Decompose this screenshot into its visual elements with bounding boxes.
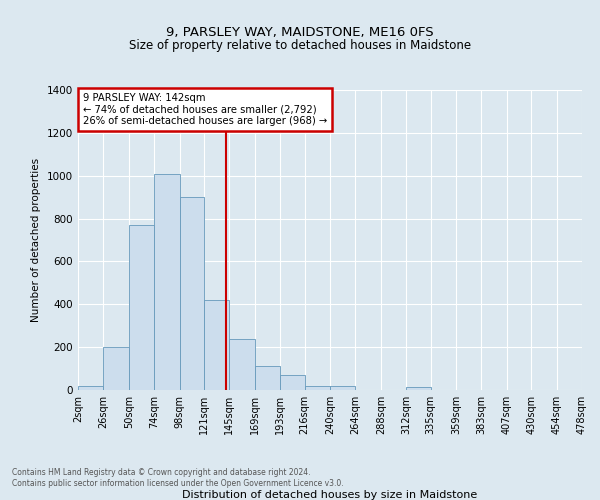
Y-axis label: Number of detached properties: Number of detached properties (31, 158, 41, 322)
Bar (406, 387, 431, 390)
Bar (280, 375, 305, 390)
Bar (255, 366, 280, 390)
Text: 9, PARSLEY WAY, MAIDSTONE, ME16 0FS: 9, PARSLEY WAY, MAIDSTONE, ME16 0FS (166, 26, 434, 39)
Bar (204, 300, 229, 390)
Text: Size of property relative to detached houses in Maidstone: Size of property relative to detached ho… (129, 38, 471, 52)
Bar (78, 386, 103, 390)
X-axis label: Distribution of detached houses by size in Maidstone: Distribution of detached houses by size … (182, 490, 478, 500)
Bar (129, 225, 154, 390)
Bar (179, 197, 204, 390)
Bar (229, 338, 255, 390)
Bar (103, 347, 129, 390)
Bar (305, 386, 330, 390)
Text: 9 PARSLEY WAY: 142sqm
← 74% of detached houses are smaller (2,792)
26% of semi-d: 9 PARSLEY WAY: 142sqm ← 74% of detached … (83, 93, 327, 126)
Bar (330, 386, 355, 390)
Text: Contains HM Land Registry data © Crown copyright and database right 2024.
Contai: Contains HM Land Registry data © Crown c… (12, 468, 344, 487)
Bar (154, 174, 179, 390)
